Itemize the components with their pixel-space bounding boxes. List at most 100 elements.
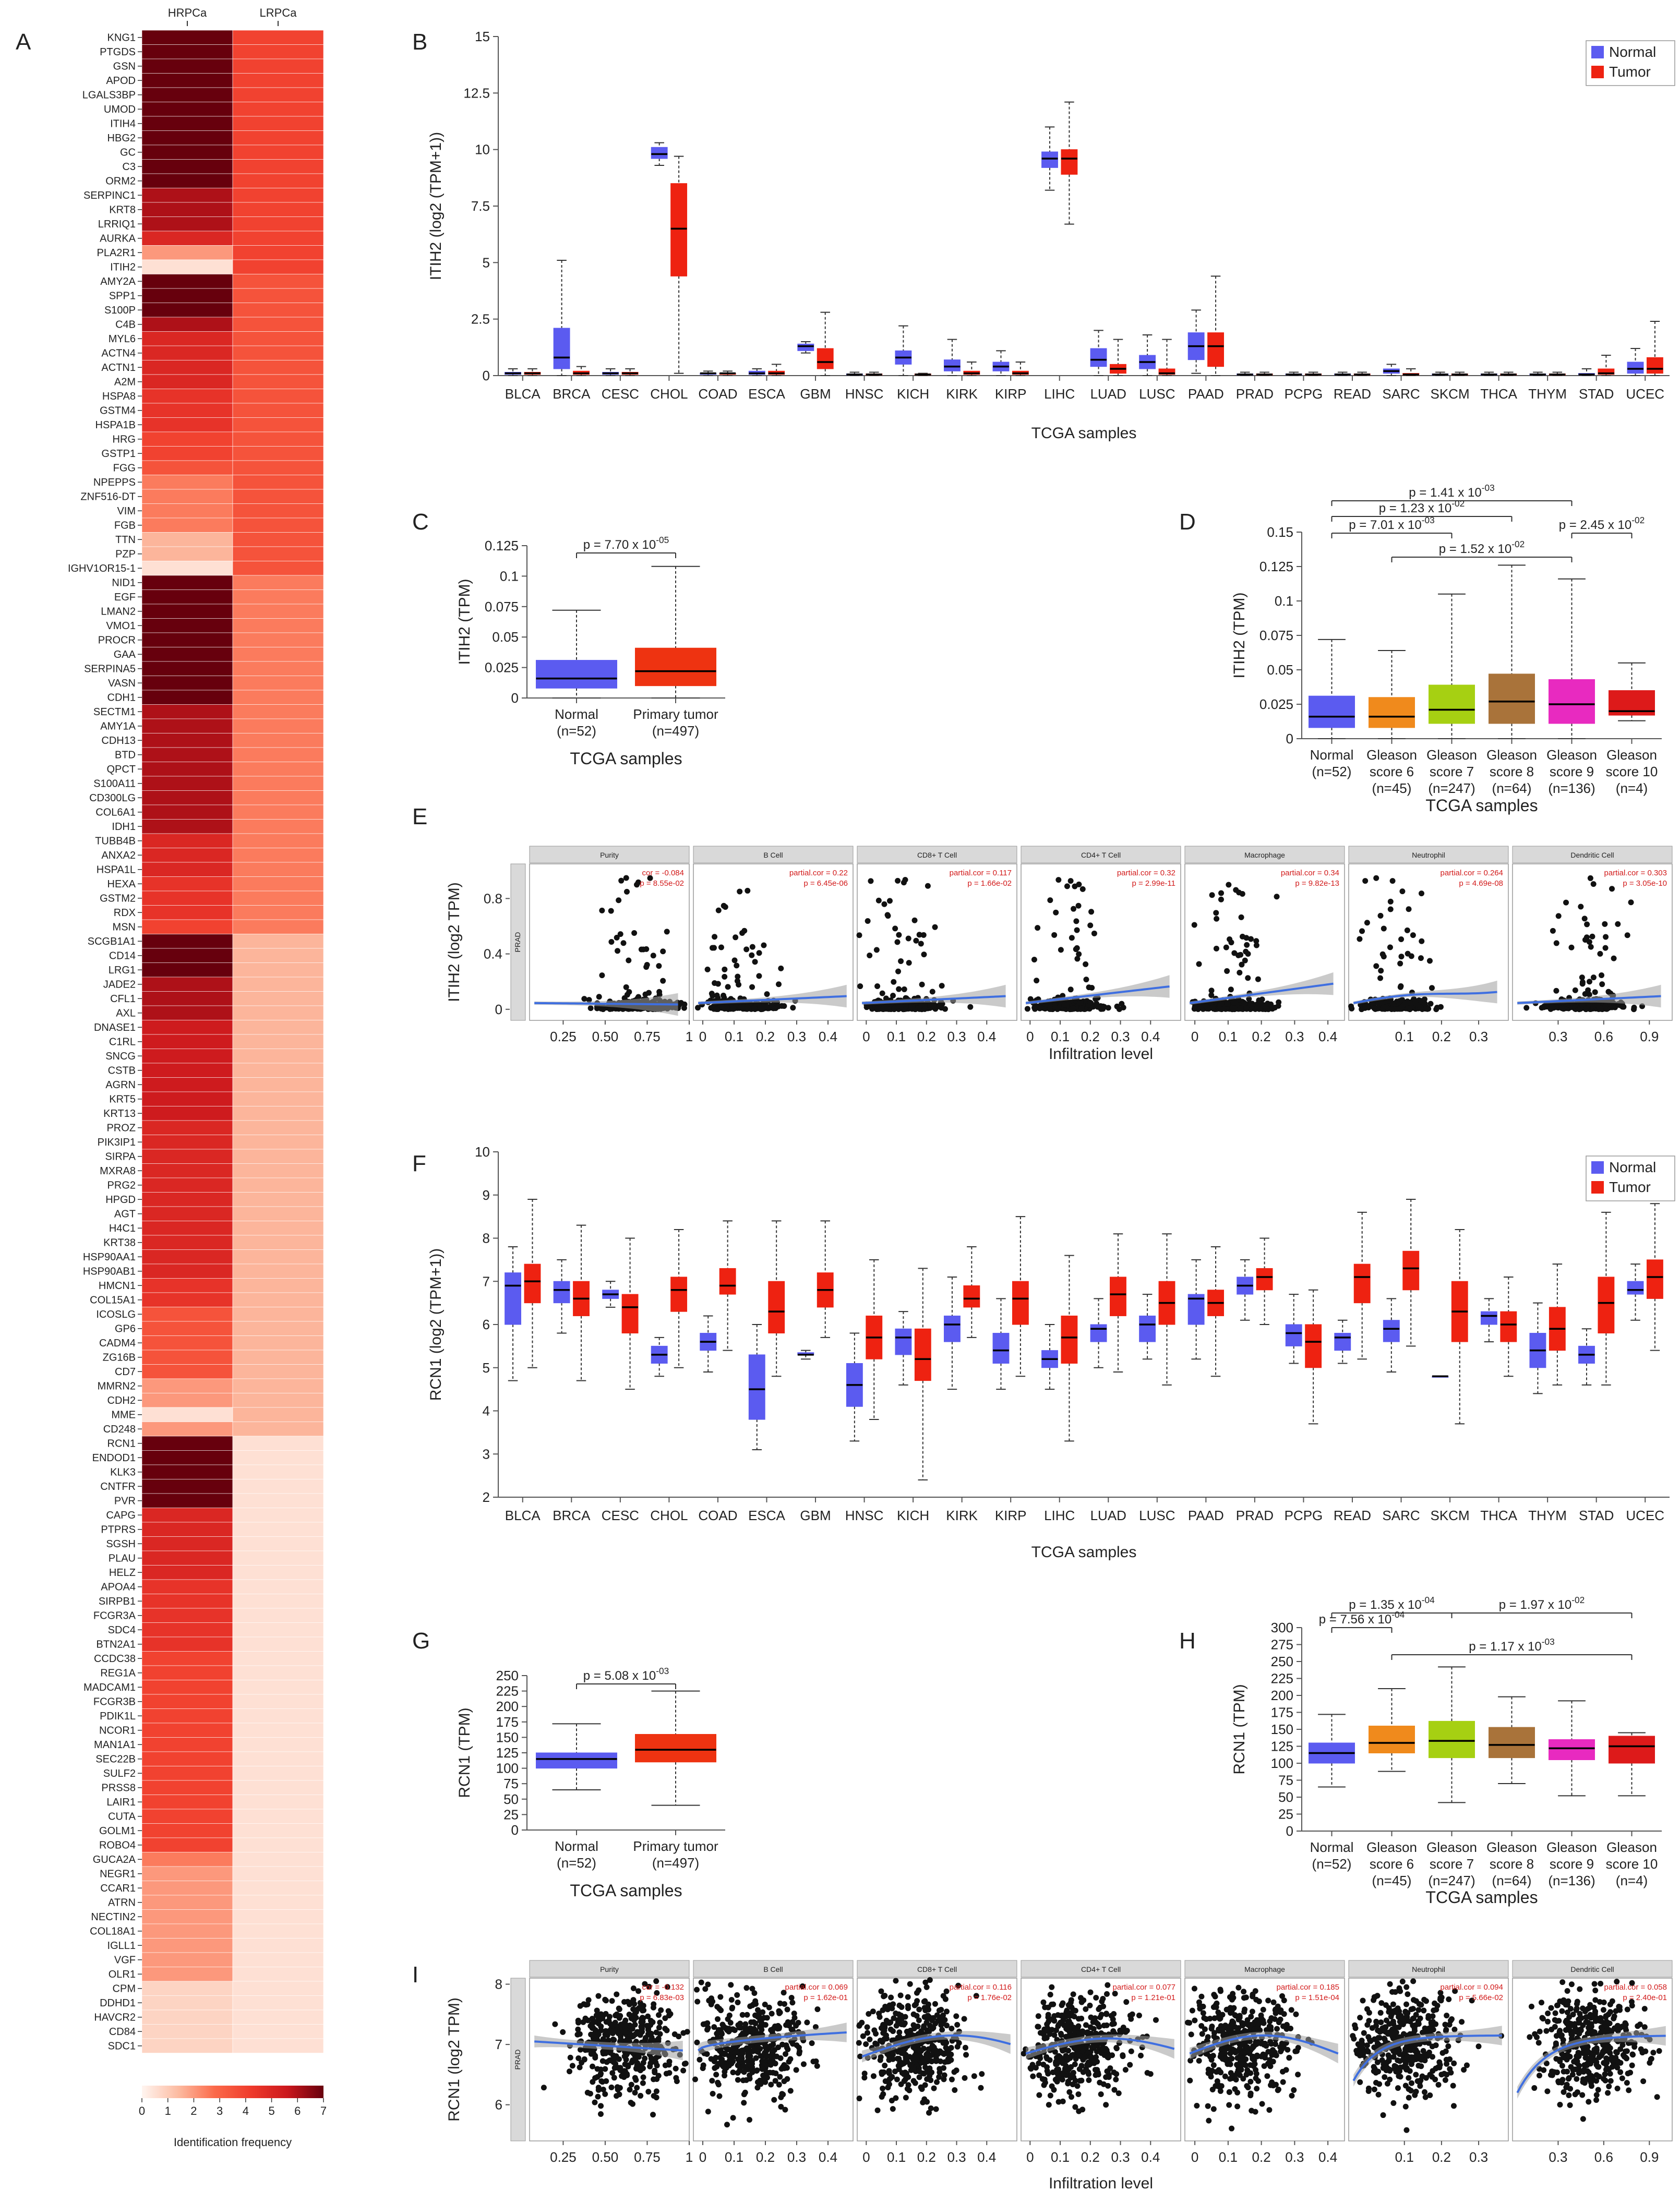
smoother-line [1189, 982, 1334, 1004]
legend-swatch [1591, 1161, 1604, 1174]
scatter-point [632, 2090, 638, 2096]
x-tick-label: Gleason [1606, 747, 1657, 763]
scatter-point [942, 1996, 949, 2002]
heatmap-cell [232, 475, 324, 490]
scatter-point [919, 2086, 925, 2092]
normal-box-PCPG-box [1285, 1324, 1302, 1346]
x-tick-label: THYM [1528, 1508, 1567, 1523]
y-tick-label: 12.5 [463, 85, 490, 101]
correlation-p-value: p = 6.83e-03 [640, 1993, 684, 2002]
facet-strip-label: CD4+ T Cell [1081, 851, 1121, 859]
heatmap-cell [232, 1020, 324, 1035]
panel-label-H: H [1179, 1628, 1196, 1654]
heatmap-cell [141, 833, 233, 848]
x-tick-label: Gleason [1486, 1839, 1537, 1855]
heatmap-cell [141, 934, 233, 949]
y-axis-title: RCN1 (TPM) [1231, 1684, 1248, 1774]
scatter-point [902, 2014, 908, 2020]
scatter-point [865, 2030, 871, 2036]
scatter-point [777, 2000, 783, 2006]
heatmap-cell [232, 676, 324, 691]
scatter-point [789, 2027, 796, 2033]
tumor-box-LUSC-box [1158, 368, 1175, 375]
scatter-point [878, 1988, 884, 1994]
heatmap-cell [141, 1508, 233, 1523]
heatmap-cell [141, 1034, 233, 1049]
scatter-point [620, 940, 627, 946]
scatter-point [932, 924, 938, 930]
scatter-point [721, 902, 727, 909]
scatter-point [1628, 899, 1634, 906]
scatter-point [694, 1987, 700, 1993]
facet-strip [1021, 846, 1181, 863]
x-tick-label: Gleason [1366, 1839, 1417, 1855]
scatter-point [1047, 1991, 1053, 1997]
heatmap-row-label: FCGR3A [93, 1610, 136, 1622]
scatter-point [867, 2036, 873, 2042]
scatter-point [1239, 891, 1245, 897]
scatter-point [618, 2033, 624, 2040]
heatmap-cell [232, 159, 324, 174]
panel-label-G: G [412, 1628, 430, 1654]
heatmap-cell [232, 417, 324, 432]
scatter-point [697, 2056, 703, 2063]
scatter-point [875, 897, 882, 904]
heatmap-cell [232, 1837, 324, 1852]
heatmap-row-label: GSTP1 [101, 448, 136, 460]
scatter-point [630, 2057, 636, 2063]
p-value-annotation-exponent: -03 [1482, 483, 1495, 493]
scatter-point [656, 2025, 662, 2031]
scatter-point [880, 2007, 886, 2013]
heatmap-row-label: KRT38 [103, 1237, 136, 1249]
heatmap-cell [141, 1866, 233, 1881]
scatter-point [749, 2058, 755, 2064]
p-value-annotation: p = 5.08 x 10-03 [583, 1666, 669, 1683]
scatter-point [1579, 1002, 1585, 1008]
scatter-point [937, 2066, 943, 2072]
scatter-point [1034, 978, 1040, 984]
scatter-point [626, 957, 632, 964]
heatmap-row-label: SERPINC1 [83, 190, 136, 201]
group-box-4-box [1549, 679, 1595, 724]
tumor-box-COAD-box [719, 1268, 736, 1295]
scatter-point [1226, 882, 1232, 888]
scatter-point [748, 2042, 754, 2049]
x-tick-label: CESC [602, 1508, 639, 1523]
heatmap-row-label: LGALS3BP [82, 90, 136, 101]
scatter-point [745, 887, 751, 894]
scatter-point [709, 2078, 715, 2084]
scatter-point [704, 2020, 711, 2026]
p-value-annotation: p = 1.41 x 10-03 [1409, 483, 1494, 500]
scatter-point [1242, 957, 1248, 964]
scatter-point [903, 1003, 909, 1009]
scatter-point [978, 2085, 984, 2091]
heatmap-cell [232, 1909, 324, 1924]
scatter-point [748, 2019, 754, 2025]
scatter-point [655, 2073, 662, 2079]
scatter-point [936, 2007, 942, 2014]
heatmap-cell [141, 876, 233, 892]
scatter-point [1103, 2102, 1109, 2108]
scatter-point [739, 2048, 746, 2054]
scatter-point [961, 2016, 967, 2022]
y-tick-label: 0.075 [1259, 628, 1293, 643]
scatter-point [1243, 935, 1250, 941]
correlation-p-value: p = 1.62e-01 [803, 1993, 848, 2002]
heatmap-cell [232, 431, 324, 447]
heatmap-legend-title: Identification frequency [174, 2136, 292, 2149]
tumor-box-READ-box [1353, 1263, 1371, 1304]
heatmap-row-label: SGSH [106, 1538, 136, 1550]
scatter-point [1426, 958, 1433, 964]
scatter-point [922, 1979, 929, 1985]
scatter-point [749, 952, 755, 958]
scatter-point [916, 2006, 922, 2013]
p-value-annotation-exponent: -03 [1542, 1636, 1555, 1647]
y-tick-label: 0 [1286, 1823, 1293, 1839]
heatmap-row-label: A2M [114, 377, 136, 388]
scatter-point [1371, 1005, 1377, 1012]
scatter-point [1406, 1004, 1412, 1010]
scatter-point [874, 2107, 881, 2113]
y-tick-label: 7 [483, 1273, 490, 1289]
